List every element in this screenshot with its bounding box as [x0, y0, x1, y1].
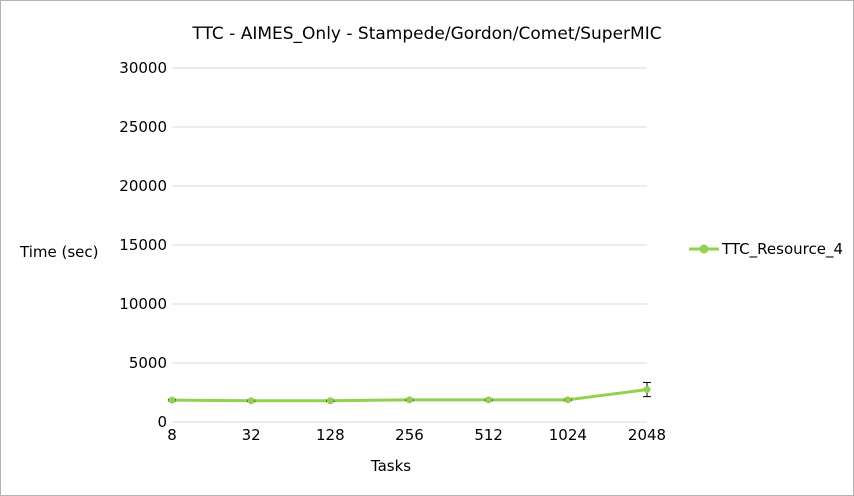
- y-tick-label-0: 0: [157, 413, 167, 431]
- y-tick-label-25000: 25000: [119, 118, 167, 136]
- series-group: [168, 381, 651, 405]
- x-tick-label-256: 256: [395, 426, 424, 444]
- data-point-2048: [643, 386, 651, 394]
- x-axis-ticks: 8 32 128 256 512 1024 2048: [167, 426, 666, 444]
- data-point-32: [247, 397, 255, 405]
- y-tick-label-30000: 30000: [119, 59, 167, 77]
- gridlines: [172, 67, 647, 423]
- x-tick-label-32: 32: [242, 426, 261, 444]
- data-point-256: [406, 396, 413, 404]
- legend: TTC_Resource_4: [689, 240, 843, 259]
- x-tick-label-8: 8: [167, 426, 177, 444]
- y-tick-label-15000: 15000: [119, 236, 167, 254]
- chart-title: TTC - AIMES_Only - Stampede/Gordon/Comet…: [191, 24, 661, 44]
- y-tick-label-20000: 20000: [119, 177, 167, 195]
- legend-label: TTC_Resource_4: [721, 240, 843, 259]
- y-axis-label: Time (sec): [19, 243, 98, 261]
- data-point-8: [168, 396, 176, 404]
- x-tick-label-128: 128: [316, 426, 345, 444]
- data-point-128: [326, 397, 334, 405]
- data-point-512: [485, 396, 493, 404]
- y-axis-ticks: 0 5000 10000 15000 20000 25000 30000: [119, 59, 167, 431]
- x-tick-label-1024: 1024: [549, 426, 587, 444]
- x-tick-label-2048: 2048: [628, 426, 666, 444]
- legend-swatch-marker: [699, 244, 709, 254]
- y-tick-label-10000: 10000: [119, 295, 167, 313]
- x-axis-label: Tasks: [370, 457, 411, 475]
- data-point-1024: [564, 396, 572, 404]
- y-tick-label-5000: 5000: [129, 354, 167, 372]
- x-tick-label-512: 512: [474, 426, 503, 444]
